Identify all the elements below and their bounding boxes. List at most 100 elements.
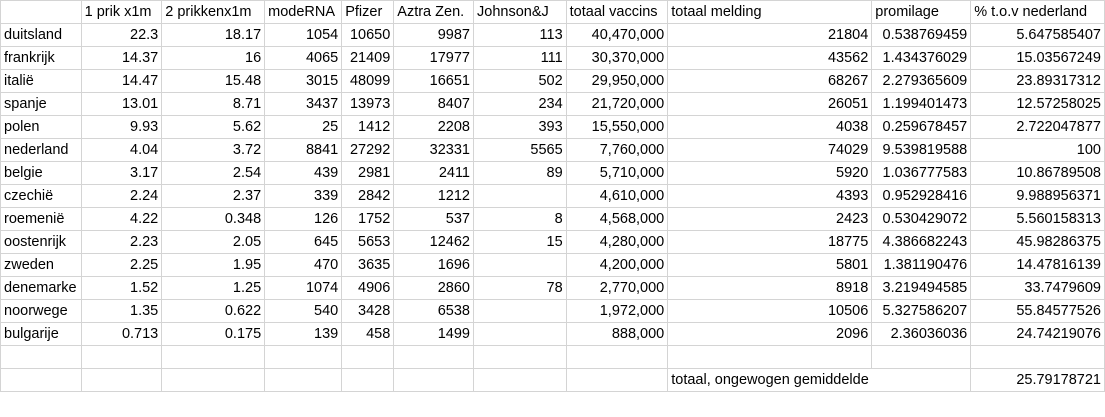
data-cell[interactable]: 21804 — [667, 23, 873, 47]
data-cell[interactable]: 2.05 — [161, 230, 266, 254]
data-cell[interactable]: 100 — [970, 138, 1105, 162]
data-cell[interactable]: 2860 — [393, 276, 474, 300]
data-cell[interactable]: 27292 — [341, 138, 395, 162]
row-label-cell[interactable]: polen — [0, 115, 82, 139]
data-cell[interactable]: 15.03567249 — [970, 46, 1105, 70]
data-cell[interactable]: 1212 — [393, 184, 474, 208]
data-cell[interactable]: 3.219494585 — [871, 276, 972, 300]
data-cell[interactable]: 30,370,000 — [565, 46, 669, 70]
data-cell[interactable]: 7,760,000 — [565, 138, 669, 162]
data-cell[interactable]: 25 — [264, 115, 343, 139]
data-cell[interactable]: 74029 — [667, 138, 873, 162]
data-cell[interactable]: 540 — [264, 299, 343, 323]
data-cell[interactable]: 1.434376029 — [871, 46, 972, 70]
empty-cell[interactable] — [970, 345, 1105, 369]
empty-cell[interactable] — [393, 345, 474, 369]
data-cell[interactable]: 16 — [161, 46, 266, 70]
data-cell[interactable]: 1412 — [341, 115, 395, 139]
data-cell[interactable]: 439 — [264, 161, 343, 185]
data-cell[interactable]: 55.84577526 — [970, 299, 1105, 323]
empty-cell[interactable] — [0, 367, 82, 392]
row-label-cell[interactable]: noorwege — [0, 299, 82, 323]
data-cell[interactable]: 0.622 — [161, 299, 266, 323]
column-header[interactable]: 1 prik x1m — [80, 0, 163, 24]
data-cell[interactable]: 4906 — [341, 276, 395, 300]
row-label-cell[interactable]: belgie — [0, 161, 82, 185]
data-cell[interactable]: 22.3 — [80, 23, 163, 47]
data-cell[interactable]: 5801 — [667, 253, 873, 277]
column-header[interactable]: totaal melding — [667, 0, 873, 24]
data-cell[interactable]: 48099 — [341, 69, 395, 93]
data-cell[interactable]: 12.57258025 — [970, 92, 1105, 116]
data-cell[interactable]: 21,720,000 — [565, 92, 669, 116]
row-label-cell[interactable]: bulgarije — [0, 322, 82, 346]
row-label-cell[interactable]: nederland — [0, 138, 82, 162]
data-cell[interactable]: 45.98286375 — [970, 230, 1105, 254]
data-cell[interactable]: 43562 — [667, 46, 873, 70]
data-cell[interactable]: 29,950,000 — [565, 69, 669, 93]
data-cell[interactable]: 234 — [473, 92, 567, 116]
data-cell[interactable]: 18.17 — [161, 23, 266, 47]
data-cell[interactable]: 2.37 — [161, 184, 266, 208]
row-label-cell[interactable]: frankrijk — [0, 46, 82, 70]
data-cell[interactable]: 33.7479609 — [970, 276, 1105, 300]
data-cell[interactable]: 8.71 — [161, 92, 266, 116]
data-cell[interactable]: 2981 — [341, 161, 395, 185]
data-cell[interactable]: 3.72 — [161, 138, 266, 162]
data-cell[interactable]: 5.560158313 — [970, 207, 1105, 231]
data-cell[interactable]: 32331 — [393, 138, 474, 162]
data-cell[interactable]: 2096 — [667, 322, 873, 346]
data-cell[interactable]: 2.279365609 — [871, 69, 972, 93]
data-cell[interactable]: 3635 — [341, 253, 395, 277]
data-cell[interactable]: 458 — [341, 322, 395, 346]
data-cell[interactable]: 4.386682243 — [871, 230, 972, 254]
data-cell[interactable]: 15.48 — [161, 69, 266, 93]
data-cell[interactable]: 5653 — [341, 230, 395, 254]
data-cell[interactable]: 0.530429072 — [871, 207, 972, 231]
data-cell[interactable]: 78 — [473, 276, 567, 300]
data-cell[interactable]: 0.538769459 — [871, 23, 972, 47]
data-cell[interactable]: 2842 — [341, 184, 395, 208]
data-cell[interactable]: 393 — [473, 115, 567, 139]
data-cell[interactable]: 126 — [264, 207, 343, 231]
data-cell[interactable]: 3.17 — [80, 161, 163, 185]
data-cell[interactable]: 40,470,000 — [565, 23, 669, 47]
data-cell[interactable]: 111 — [473, 46, 567, 70]
data-cell[interactable]: 4.22 — [80, 207, 163, 231]
data-cell[interactable]: 9.988956371 — [970, 184, 1105, 208]
empty-cell[interactable] — [473, 345, 567, 369]
column-header[interactable]: Aztra Zen. — [393, 0, 474, 24]
data-cell[interactable]: 17977 — [393, 46, 474, 70]
data-cell[interactable]: 5.327586207 — [871, 299, 972, 323]
data-cell[interactable]: 4.04 — [80, 138, 163, 162]
data-cell[interactable]: 3437 — [264, 92, 343, 116]
data-cell[interactable] — [473, 184, 567, 208]
data-cell[interactable]: 10.86789508 — [970, 161, 1105, 185]
data-cell[interactable]: 2208 — [393, 115, 474, 139]
data-cell[interactable]: 15,550,000 — [565, 115, 669, 139]
column-header[interactable]: Johnson&J — [473, 0, 567, 24]
empty-cell[interactable] — [0, 345, 82, 369]
data-cell[interactable]: 10506 — [667, 299, 873, 323]
data-cell[interactable] — [473, 322, 567, 346]
data-cell[interactable]: 1.25 — [161, 276, 266, 300]
data-cell[interactable]: 5920 — [667, 161, 873, 185]
summary-value-cell[interactable]: 25.79178721 — [970, 367, 1105, 392]
empty-cell[interactable] — [80, 345, 163, 369]
data-cell[interactable]: 5.62 — [161, 115, 266, 139]
data-cell[interactable]: 1752 — [341, 207, 395, 231]
data-cell[interactable]: 2,770,000 — [565, 276, 669, 300]
row-label-cell[interactable]: oostenrijk — [0, 230, 82, 254]
data-cell[interactable]: 4393 — [667, 184, 873, 208]
data-cell[interactable]: 1696 — [393, 253, 474, 277]
data-cell[interactable]: 1.52 — [80, 276, 163, 300]
data-cell[interactable]: 9987 — [393, 23, 474, 47]
empty-cell[interactable] — [871, 345, 972, 369]
data-cell[interactable]: 0.348 — [161, 207, 266, 231]
data-cell[interactable]: 6538 — [393, 299, 474, 323]
data-cell[interactable]: 18775 — [667, 230, 873, 254]
column-header[interactable]: totaal vaccins — [565, 0, 669, 24]
data-cell[interactable]: 4,568,000 — [565, 207, 669, 231]
data-cell[interactable]: 8841 — [264, 138, 343, 162]
data-cell[interactable]: 2.23 — [80, 230, 163, 254]
